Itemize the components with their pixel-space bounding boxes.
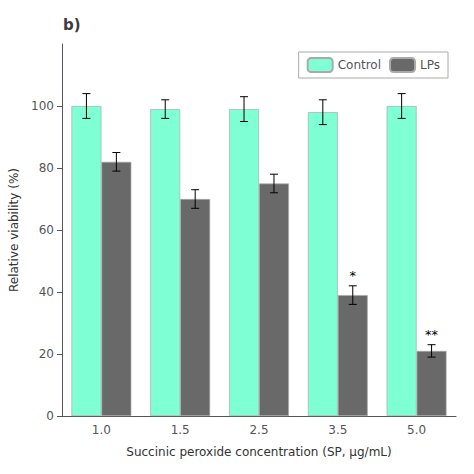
- svg-text:5.0: 5.0: [407, 423, 426, 437]
- svg-text:**: **: [425, 327, 439, 342]
- svg-text:1.5: 1.5: [171, 423, 190, 437]
- svg-text:2.5: 2.5: [249, 423, 268, 437]
- svg-text:40: 40: [39, 285, 54, 299]
- svg-text:20: 20: [39, 347, 54, 361]
- svg-text:Control: Control: [338, 58, 381, 72]
- svg-text:60: 60: [39, 223, 54, 237]
- svg-text:80: 80: [39, 161, 54, 175]
- svg-text:100: 100: [31, 99, 54, 113]
- svg-text:Succinic peroxide concentratio: Succinic peroxide concentration (SP, μg/…: [126, 445, 391, 459]
- svg-text:1.0: 1.0: [92, 423, 111, 437]
- svg-text:*: *: [350, 268, 357, 283]
- svg-text:3.5: 3.5: [328, 423, 347, 437]
- svg-text:b): b): [63, 16, 81, 34]
- svg-text:0: 0: [46, 409, 54, 423]
- svg-text:Relative viability (%): Relative viability (%): [7, 168, 21, 292]
- svg-text:LPs: LPs: [420, 58, 440, 72]
